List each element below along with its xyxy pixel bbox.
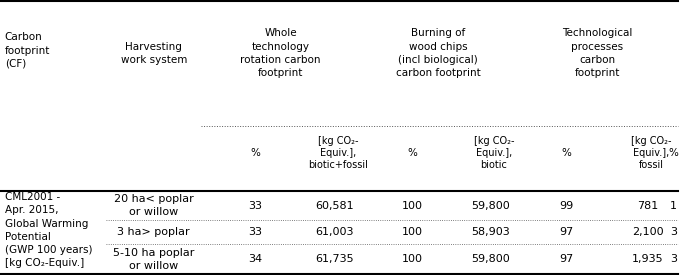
Text: 3: 3 — [670, 254, 677, 264]
Text: Carbon
footprint
(CF): Carbon footprint (CF) — [5, 32, 50, 69]
Text: 60,581: 60,581 — [315, 201, 354, 211]
Text: Burning of
wood chips
(incl biological)
carbon footprint: Burning of wood chips (incl biological) … — [396, 28, 480, 78]
Text: 58,903: 58,903 — [471, 227, 510, 237]
Text: %: % — [408, 148, 417, 158]
Text: 100: 100 — [402, 254, 423, 264]
Text: [kg CO₂-
Equiv.],
biotic+fossil: [kg CO₂- Equiv.], biotic+fossil — [308, 136, 368, 170]
Text: 2,100: 2,100 — [632, 227, 664, 237]
Text: 61,735: 61,735 — [315, 254, 354, 264]
Text: 1,935: 1,935 — [632, 254, 664, 264]
Text: Harvesting
work system: Harvesting work system — [121, 42, 187, 65]
Text: 3 ha> poplar: 3 ha> poplar — [117, 227, 190, 237]
Text: 97: 97 — [560, 227, 574, 237]
Text: Technological
processes
carbon
footprint: Technological processes carbon footprint — [562, 28, 633, 78]
Text: 100: 100 — [402, 201, 423, 211]
Text: %: % — [562, 148, 571, 158]
Text: 33: 33 — [249, 227, 262, 237]
Text: 5-10 ha poplar
or willow: 5-10 ha poplar or willow — [113, 248, 194, 271]
Text: Whole
technology
rotation carbon
footprint: Whole technology rotation carbon footpri… — [240, 28, 321, 78]
Text: 20 ha< poplar
or willow: 20 ha< poplar or willow — [114, 194, 193, 217]
Text: 59,800: 59,800 — [471, 201, 510, 211]
Text: 33: 33 — [249, 201, 262, 211]
Text: [kg CO₂-
Equiv.],
fossil: [kg CO₂- Equiv.], fossil — [631, 136, 671, 170]
Text: 100: 100 — [402, 227, 423, 237]
Text: 61,003: 61,003 — [315, 227, 354, 237]
Text: 59,800: 59,800 — [471, 254, 510, 264]
Text: CML2001 -
Apr. 2015,
Global Warming
Potential
(GWP 100 years)
[kg CO₂-Equiv.]: CML2001 - Apr. 2015, Global Warming Pote… — [5, 192, 92, 268]
Text: %: % — [251, 148, 260, 158]
Text: 34: 34 — [248, 254, 262, 264]
Text: [kg CO₂-
Equiv.],
biotic: [kg CO₂- Equiv.], biotic — [474, 136, 514, 170]
Text: %: % — [669, 148, 678, 158]
Text: 99: 99 — [560, 201, 574, 211]
Text: 97: 97 — [560, 254, 574, 264]
Text: 781: 781 — [637, 201, 659, 211]
Text: 1: 1 — [670, 201, 677, 211]
Text: 3: 3 — [670, 227, 677, 237]
